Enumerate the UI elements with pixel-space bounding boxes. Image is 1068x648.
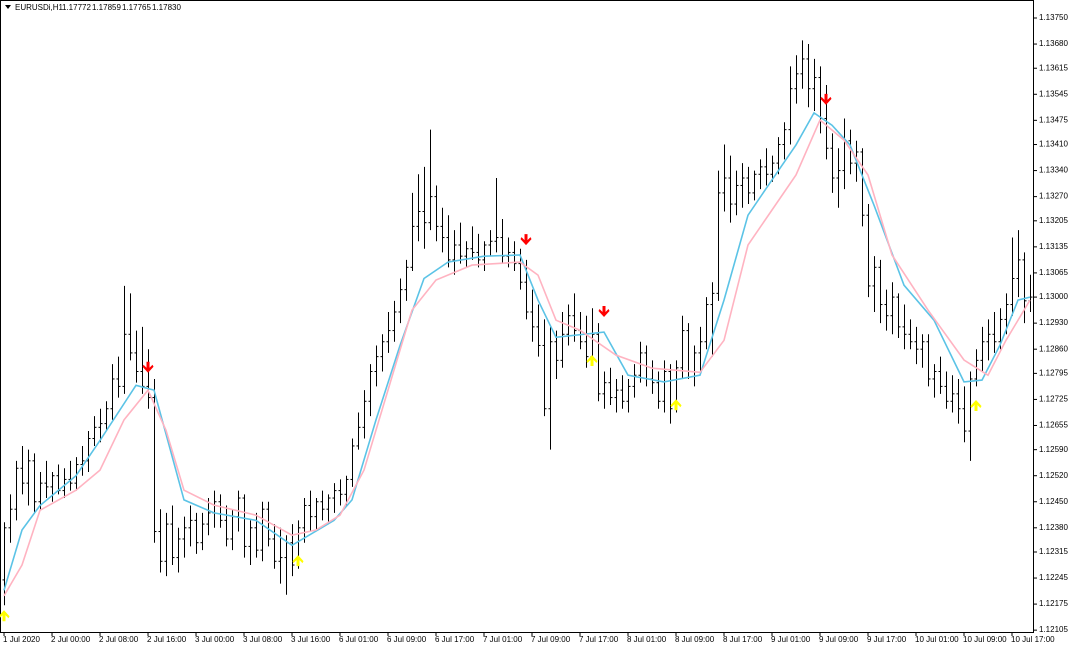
sell-arrow bbox=[520, 234, 532, 246]
y-tick-label: 1.12520 bbox=[1039, 471, 1068, 480]
x-tick-label: 10 Jul 01:00 bbox=[915, 635, 959, 644]
x-tick-label: 2 Jul 16:00 bbox=[147, 635, 187, 644]
y-tick-label: 1.12380 bbox=[1039, 523, 1068, 532]
x-tick-label: 2 Jul 08:00 bbox=[99, 635, 139, 644]
sell-arrow bbox=[142, 361, 154, 373]
y-tick-label: 1.12590 bbox=[1039, 445, 1068, 454]
buy-arrow bbox=[292, 555, 304, 567]
y-tick-label: 1.12725 bbox=[1039, 395, 1068, 404]
x-tick-label: 7 Jul 01:00 bbox=[483, 635, 523, 644]
x-tick-label: 9 Jul 09:00 bbox=[819, 635, 859, 644]
symbol: EURUSDi,H1 bbox=[15, 3, 64, 12]
y-tick-label: 1.12105 bbox=[1039, 625, 1068, 634]
x-tick-label: 6 Jul 17:00 bbox=[435, 635, 475, 644]
y-tick-label: 1.12860 bbox=[1039, 344, 1068, 353]
y-tick-label: 1.13340 bbox=[1039, 166, 1068, 175]
y-tick-label: 1.12655 bbox=[1039, 421, 1068, 430]
y-tick-label: 1.12175 bbox=[1039, 599, 1068, 608]
x-tick-label: 8 Jul 17:00 bbox=[723, 635, 763, 644]
x-tick-label: 3 Jul 16:00 bbox=[291, 635, 331, 644]
x-tick-label: 8 Jul 01:00 bbox=[627, 635, 667, 644]
x-tick-label: 9 Jul 17:00 bbox=[867, 635, 907, 644]
y-tick-label: 1.12315 bbox=[1039, 547, 1068, 556]
x-tick-label: 3 Jul 00:00 bbox=[195, 635, 235, 644]
x-tick-label: 7 Jul 17:00 bbox=[579, 635, 619, 644]
x-tick-label: 6 Jul 09:00 bbox=[387, 635, 427, 644]
y-tick-label: 1.13270 bbox=[1039, 192, 1068, 201]
quote-value: 1.17830 bbox=[152, 3, 181, 12]
x-tick-label: 9 Jul 01:00 bbox=[771, 635, 811, 644]
x-tick-label: 8 Jul 09:00 bbox=[675, 635, 715, 644]
y-tick-label: 1.13615 bbox=[1039, 63, 1068, 72]
x-tick-label: 3 Jul 08:00 bbox=[243, 635, 283, 644]
x-tick-label: 2 Jul 00:00 bbox=[51, 635, 91, 644]
quote-value: 1.17859 bbox=[92, 3, 121, 12]
plot-frame bbox=[0, 0, 1034, 633]
y-tick-label: 1.13410 bbox=[1039, 140, 1068, 149]
buy-arrow bbox=[0, 610, 10, 622]
y-tick-label: 1.13000 bbox=[1039, 292, 1068, 301]
y-tick-label: 1.12795 bbox=[1039, 368, 1068, 377]
x-tick-label: 7 Jul 09:00 bbox=[531, 635, 571, 644]
y-tick-label: 1.13205 bbox=[1039, 216, 1068, 225]
menu-triangle[interactable] bbox=[5, 5, 11, 9]
x-tick-label: 1 Jul 2020 bbox=[3, 635, 40, 644]
x-tick-label: 10 Jul 09:00 bbox=[963, 635, 1007, 644]
y-tick-label: 1.13065 bbox=[1039, 268, 1068, 277]
y-tick-label: 1.13135 bbox=[1039, 242, 1068, 251]
y-tick-label: 1.12450 bbox=[1039, 497, 1068, 506]
sell-arrow bbox=[820, 93, 832, 105]
y-tick-label: 1.12930 bbox=[1039, 318, 1068, 327]
moving-average bbox=[3, 118, 1031, 597]
buy-arrow bbox=[670, 399, 682, 411]
x-tick-label: 6 Jul 01:00 bbox=[339, 635, 379, 644]
y-tick-label: 1.13750 bbox=[1039, 13, 1068, 22]
y-tick-label: 1.13545 bbox=[1039, 89, 1068, 98]
y-tick-label: 1.12245 bbox=[1039, 573, 1068, 582]
quote-value: 1.17772 bbox=[62, 3, 91, 12]
x-tick-label: 10 Jul 17:00 bbox=[1011, 635, 1055, 644]
buy-arrow bbox=[586, 354, 598, 366]
quote-value: 1.17765 bbox=[122, 3, 151, 12]
sell-arrow bbox=[598, 305, 610, 317]
y-tick-label: 1.13475 bbox=[1039, 115, 1068, 124]
y-tick-label: 1.13680 bbox=[1039, 39, 1068, 48]
buy-arrow bbox=[970, 400, 982, 412]
